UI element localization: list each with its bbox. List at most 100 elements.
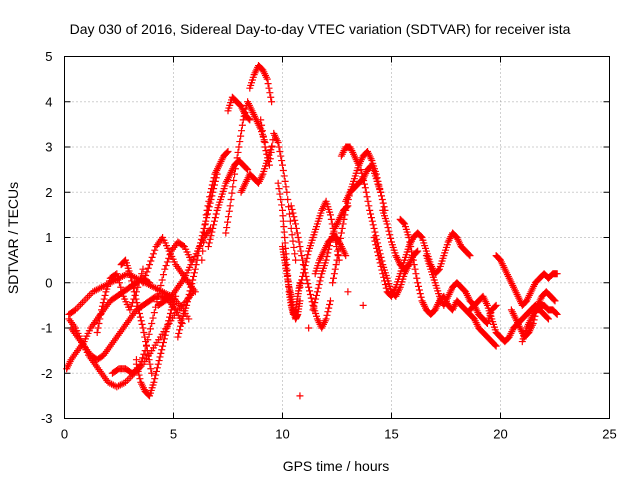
data-point [207, 188, 215, 196]
data-point [294, 234, 302, 241]
data-point [338, 224, 346, 232]
data-point [275, 185, 283, 193]
data-point [210, 221, 218, 229]
data-point [150, 309, 158, 317]
data-point [325, 304, 333, 312]
data-point [191, 288, 199, 296]
data-point [161, 331, 169, 339]
data-point [238, 127, 246, 135]
data-point [142, 272, 150, 280]
data-point [324, 308, 332, 316]
data-point [161, 265, 169, 273]
data-point [207, 232, 215, 240]
data-point [415, 282, 423, 290]
data-point [126, 306, 134, 314]
data-point [211, 214, 219, 222]
data-point [302, 258, 310, 266]
data-point [200, 229, 208, 237]
data-point [191, 265, 199, 273]
data-point [132, 295, 140, 303]
data-point [226, 202, 234, 210]
data-point [101, 291, 109, 299]
data-point [292, 224, 300, 232]
data-point [299, 269, 307, 277]
data-point [100, 295, 108, 303]
data-point [114, 274, 122, 282]
y-tick-label: 3 [45, 140, 52, 155]
data-point [268, 142, 276, 150]
data-point [94, 324, 102, 332]
data-point [289, 209, 297, 217]
data-point [190, 272, 198, 280]
data-point [279, 167, 287, 175]
data-point [265, 161, 273, 169]
data-point [199, 247, 207, 255]
data-point [149, 314, 157, 322]
data-point [155, 357, 163, 365]
data-point [210, 174, 218, 182]
data-point [288, 231, 296, 239]
data-point [206, 235, 214, 243]
data-point [407, 243, 415, 251]
data-point [334, 251, 342, 259]
data-point [157, 281, 165, 289]
data-point [368, 217, 376, 225]
data-point [375, 255, 383, 263]
y-tick-label: 2 [45, 185, 52, 200]
data-point [276, 148, 284, 156]
data-point [144, 336, 152, 344]
data-point [414, 279, 422, 287]
data-point [207, 185, 215, 193]
data-point [117, 283, 125, 291]
data-point [141, 347, 149, 355]
data-point [267, 93, 275, 101]
data-point [140, 329, 148, 337]
data-point [96, 315, 104, 323]
data-point [333, 256, 341, 264]
data-point [139, 265, 147, 273]
y-tick-labels: -3 -2 -1 0 1 2 3 4 5 [41, 49, 53, 426]
data-point [377, 192, 385, 200]
data-point [292, 220, 300, 228]
data-point [156, 287, 164, 295]
data-point [417, 233, 425, 241]
data-point [127, 302, 135, 310]
data-point [209, 224, 217, 232]
data-point [409, 256, 417, 264]
data-point [367, 214, 375, 222]
data-point [139, 354, 147, 362]
data-point [201, 220, 209, 228]
data-point [296, 297, 304, 305]
data-point [315, 281, 323, 289]
data-point [287, 202, 295, 210]
data-point [145, 356, 153, 364]
data-point [296, 283, 304, 291]
data-point [140, 275, 148, 283]
data-point [177, 319, 185, 327]
x-tick-label: 5 [170, 427, 177, 442]
data-point [291, 216, 299, 224]
y-tick-label: -3 [41, 411, 53, 426]
data-point [130, 288, 138, 296]
data-point [550, 296, 558, 304]
data-point [307, 294, 315, 302]
data-point [185, 291, 193, 299]
data-point [278, 201, 286, 209]
data-point [305, 324, 313, 332]
data-point [435, 266, 443, 274]
data-point [373, 244, 381, 252]
y-axis-label: SDTVAR / TECUs [5, 182, 21, 294]
data-point [238, 121, 246, 129]
data-point [305, 283, 313, 291]
data-point [126, 270, 134, 278]
data-point [491, 341, 499, 349]
data-point [154, 292, 162, 300]
data-point [236, 138, 244, 146]
data-point [492, 342, 500, 350]
data-point [332, 261, 340, 269]
data-point [93, 329, 101, 337]
data-point [371, 237, 379, 245]
data-point [129, 284, 137, 292]
data-point [185, 315, 193, 323]
data-point [136, 361, 144, 369]
